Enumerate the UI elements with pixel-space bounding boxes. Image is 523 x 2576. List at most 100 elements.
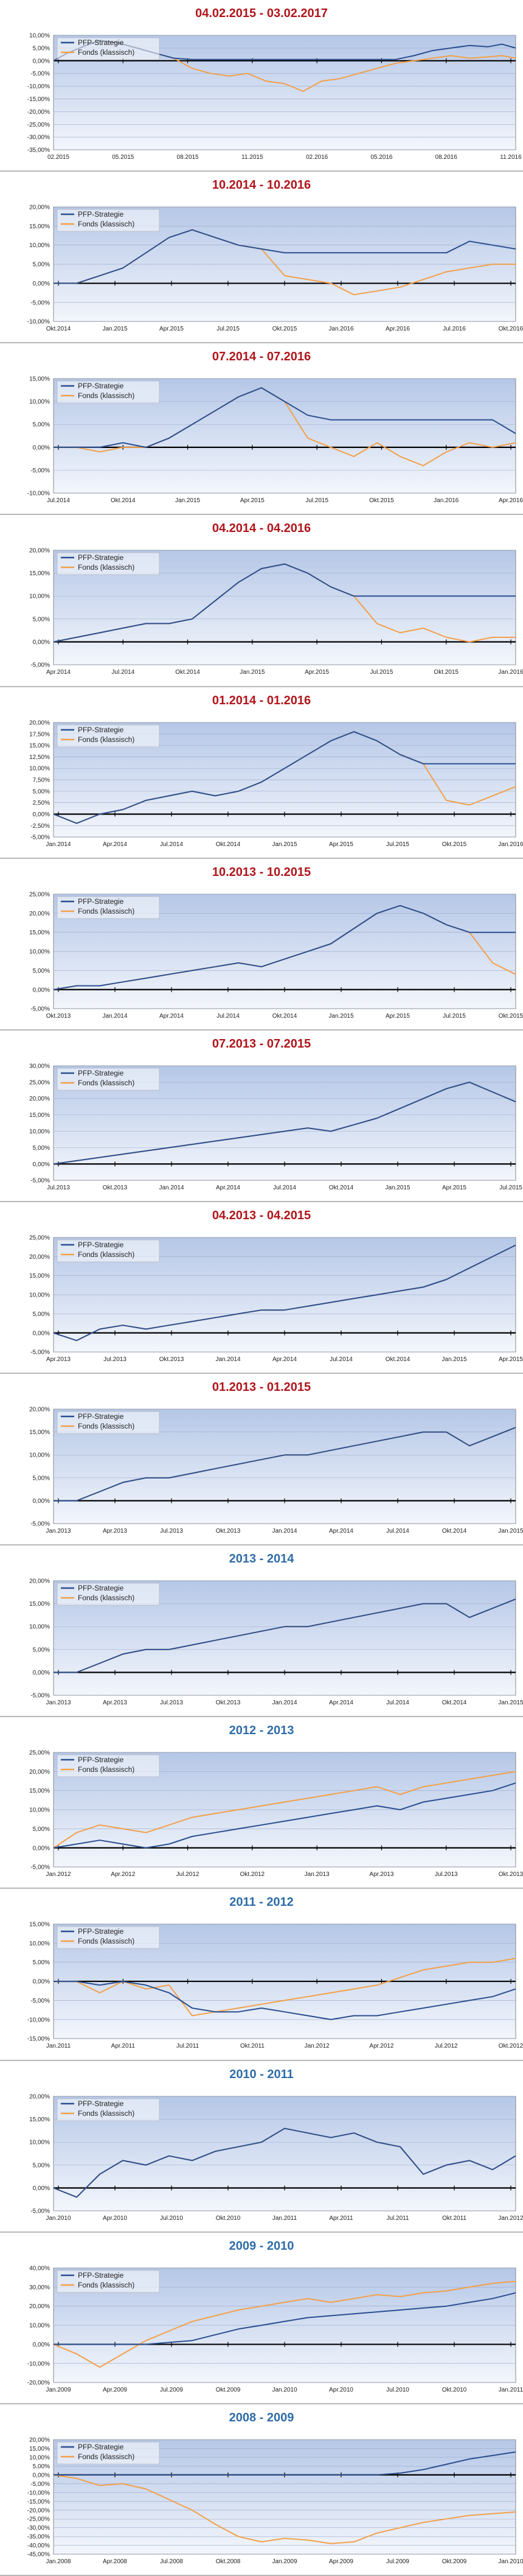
series-line-pfp bbox=[54, 387, 516, 449]
legend-entry-fonds: Fonds (klassisch) bbox=[78, 907, 134, 915]
y-tick-label: 0,00% bbox=[33, 281, 50, 287]
legend-entry-fonds: Fonds (klassisch) bbox=[78, 735, 134, 744]
x-tick-label: Jan.2010 bbox=[46, 2215, 71, 2222]
x-tick-label: Apr.2014 bbox=[272, 1356, 297, 1363]
x-tick-label: Jul.2014 bbox=[47, 497, 70, 504]
y-tick-label: 25,00% bbox=[29, 1234, 50, 1241]
x-tick-label: Jan.2015 bbox=[498, 1699, 523, 1706]
y-tick-label: 10,00% bbox=[29, 593, 50, 600]
x-tick-label: Jul.2009 bbox=[386, 2558, 409, 2565]
y-tick-label: 15,00% bbox=[29, 1112, 50, 1119]
x-tick-label: Jan.2010 bbox=[498, 2558, 523, 2565]
x-tick-label: Apr.2015 bbox=[159, 326, 184, 332]
y-tick-label: 20,00% bbox=[29, 1769, 50, 1776]
x-tick-label: Okt.2015 bbox=[442, 841, 467, 848]
y-tick-label: 10,00% bbox=[29, 1941, 50, 1947]
x-tick-label: Jan.2014 bbox=[46, 841, 71, 848]
line-chart: 04.2013 - 04.2015 25,00% 20,00% 15,00% 10,00… bbox=[29, 1209, 523, 1363]
y-tick-label: 5,00% bbox=[33, 788, 50, 795]
y-tick-label: 0,00% bbox=[33, 987, 50, 993]
y-tick-label: 15,00% bbox=[29, 571, 50, 578]
y-tick-label: 5,00% bbox=[33, 968, 50, 975]
chart-title: 2008 - 2009 bbox=[229, 2411, 294, 2424]
y-tick-label: 10,00% bbox=[29, 948, 50, 955]
x-tick-label: Apr.2015 bbox=[240, 497, 265, 504]
y-tick-label: -5,00% bbox=[30, 1006, 50, 1012]
x-tick-label: Jul.2015 bbox=[443, 1013, 466, 1020]
x-tick-label: Okt.2014 bbox=[442, 1699, 467, 1706]
line-chart: 10.2014 - 10.2016 20,00% 15,00% 10,00% 5,00%… bbox=[27, 178, 523, 332]
chart-title: 01.2013 - 01.2015 bbox=[212, 1381, 311, 1394]
series-line-pfp bbox=[54, 229, 516, 284]
x-tick-label: Okt.2011 bbox=[442, 2215, 466, 2222]
x-tick-label: Jan.2012 bbox=[305, 2043, 330, 2050]
x-tick-label: Apr.2015 bbox=[305, 670, 329, 676]
legend-entry-fonds: Fonds (klassisch) bbox=[78, 2109, 134, 2118]
x-tick-label: Apr.2014 bbox=[329, 1528, 353, 1535]
x-tick-label: Jan.2015 bbox=[102, 326, 128, 332]
x-tick-label: Jul.2012 bbox=[176, 1871, 199, 1878]
chart-title: 01.2014 - 01.2016 bbox=[212, 694, 311, 707]
y-tick-label: 15,00% bbox=[29, 2446, 50, 2452]
y-tick-label: -20,00% bbox=[27, 2507, 50, 2514]
y-tick-label: 20,00% bbox=[29, 1407, 50, 1413]
x-tick-label: Apr.2016 bbox=[386, 326, 410, 332]
legend-entry-pfp: PFP-Strategie bbox=[78, 2443, 124, 2451]
chart-title: 04.02.2015 - 03.02.2017 bbox=[195, 7, 328, 20]
x-tick-label: Jul.2013 bbox=[103, 1356, 126, 1363]
x-tick-label: Jan.2015 bbox=[272, 841, 297, 848]
line-chart: 2013 - 2014 20,00% 15,00% 10,00% 5,00% 0,00% -… bbox=[29, 1552, 523, 1706]
series-line-pfp bbox=[54, 2292, 516, 2345]
x-tick-label: Jul.2015 bbox=[370, 670, 393, 676]
x-tick-label: Okt.2009 bbox=[216, 2387, 241, 2393]
x-tick-label: Jan.2016 bbox=[434, 497, 459, 504]
y-tick-label: 25,00% bbox=[29, 1750, 50, 1757]
x-tick-label: Jul.2009 bbox=[160, 2387, 183, 2393]
x-tick-label: Apr.2015 bbox=[329, 841, 353, 848]
y-tick-label: 20,00% bbox=[29, 205, 50, 211]
x-tick-label: Jul.2011 bbox=[176, 2043, 199, 2050]
y-tick-label: 5,00% bbox=[33, 1475, 50, 1482]
y-tick-label: 10,00% bbox=[29, 32, 50, 39]
chart-title: 04.2014 - 04.2016 bbox=[212, 522, 311, 535]
x-tick-label: Okt.2014 bbox=[442, 1528, 467, 1535]
chart-panel: 2009 - 2010 40,00% 30,00% 20,00% 10,00% 0,00%… bbox=[0, 2233, 523, 2404]
y-tick-label: 0,00% bbox=[33, 1330, 50, 1337]
y-tick-label: 25,00% bbox=[29, 891, 50, 898]
legend-entry-fonds: Fonds (klassisch) bbox=[78, 2452, 134, 2461]
y-tick-label: -5,00% bbox=[30, 1521, 50, 1528]
y-tick-label: 5,00% bbox=[33, 2463, 50, 2470]
x-tick-label: 11.2015 bbox=[241, 154, 263, 161]
series-line-fonds bbox=[54, 1958, 516, 2017]
y-tick-label: 10,00% bbox=[29, 399, 50, 405]
x-tick-label: Jan.2011 bbox=[46, 2043, 71, 2050]
y-tick-label: 5,00% bbox=[33, 1311, 50, 1318]
x-tick-label: Jan.2012 bbox=[46, 1871, 71, 1878]
x-tick-label: Okt.2008 bbox=[216, 2558, 241, 2565]
y-tick-label: 0,00% bbox=[33, 1498, 50, 1505]
x-tick-label: Okt.2014 bbox=[272, 1013, 297, 1020]
x-tick-label: Jan.2013 bbox=[305, 1871, 330, 1878]
x-tick-label: Jul.2014 bbox=[160, 841, 183, 848]
y-tick-label: -25,00% bbox=[27, 122, 50, 128]
x-tick-label: Okt.2013 bbox=[216, 1528, 241, 1535]
x-tick-label: Jul.2016 bbox=[443, 326, 466, 332]
legend-entry-pfp: PFP-Strategie bbox=[78, 1241, 124, 1249]
y-tick-label: 0,00% bbox=[33, 1979, 50, 1986]
line-chart: 01.2014 - 01.2016 20,00% 17,50% 15,00% 12,50… bbox=[29, 694, 523, 848]
y-tick-label: -40,00% bbox=[27, 2543, 50, 2549]
y-tick-label: -5,00% bbox=[30, 2208, 50, 2214]
x-tick-label: Jan.2013 bbox=[46, 1699, 71, 1706]
y-tick-label: 10,00% bbox=[29, 2454, 50, 2461]
y-tick-label: -5,00% bbox=[30, 1693, 50, 1699]
legend-entry-fonds: Fonds (klassisch) bbox=[78, 1250, 134, 1259]
line-chart: 07.2014 - 07.2016 15,00% 10,00% 5,00% 0,00% -… bbox=[27, 350, 523, 504]
x-tick-label: Apr.2016 bbox=[499, 497, 523, 504]
legend-entry-pfp: PFP-Strategie bbox=[78, 1927, 124, 1936]
y-tick-label: 25,00% bbox=[29, 1079, 50, 1086]
y-tick-label: 0,00% bbox=[33, 2472, 50, 2479]
